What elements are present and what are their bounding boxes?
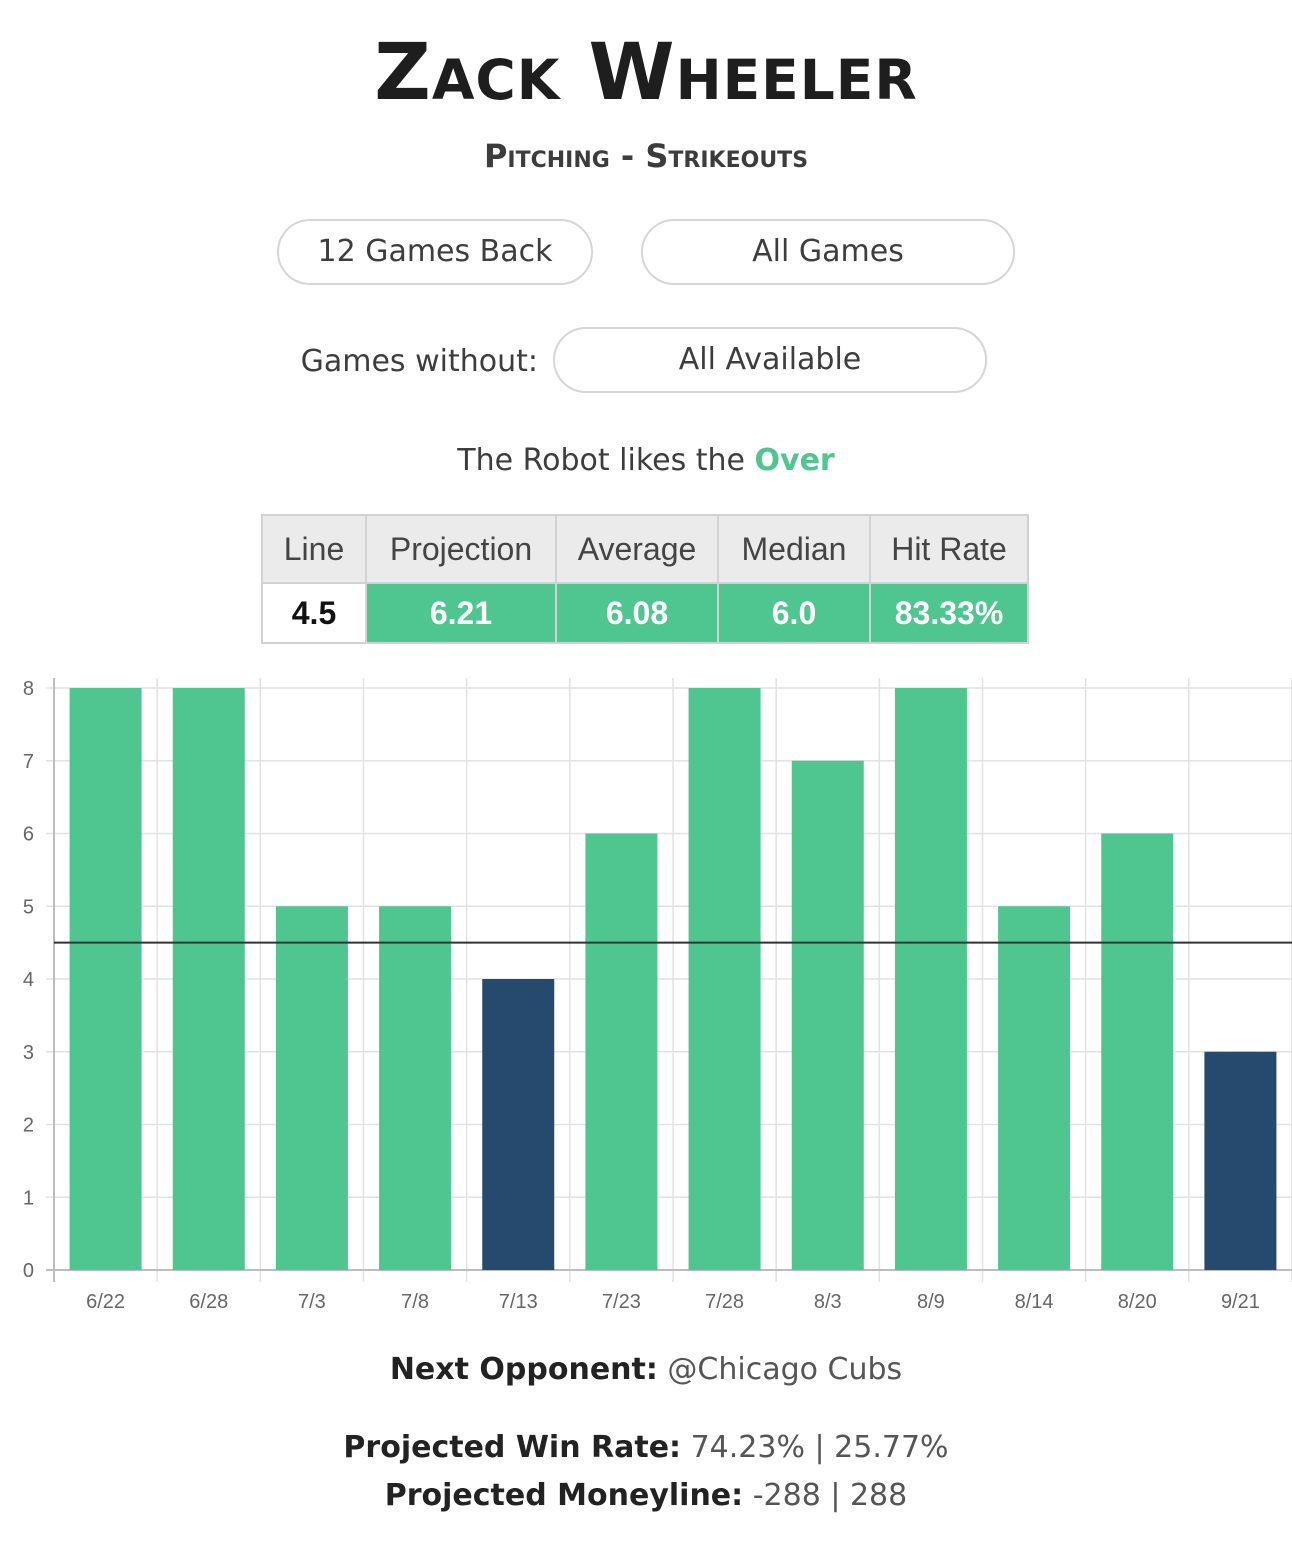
y-tick-label: 0 [23, 1260, 34, 1282]
stats-header-row: Line Projection Average Median Hit Rate [261, 514, 1029, 584]
bar-8-14[interactable] [998, 906, 1071, 1270]
x-tick-label: 7/3 [298, 1291, 326, 1313]
projected-moneyline: Projected Moneyline: -288 | 288 [0, 1476, 1292, 1516]
next-opponent-label: Next Opponent: [389, 1352, 658, 1387]
x-tick-label: 7/28 [705, 1291, 744, 1313]
bar-7-8[interactable] [379, 906, 452, 1270]
x-tick-label: 7/13 [499, 1291, 538, 1313]
x-tick-label: 7/23 [602, 1291, 641, 1313]
recommendation-pick: Over [754, 443, 835, 478]
x-tick-label: 8/9 [917, 1291, 945, 1313]
win-rate-label: Projected Win Rate: [343, 1430, 682, 1465]
y-tick-label: 3 [23, 1042, 34, 1064]
y-tick-label: 8 [23, 678, 34, 700]
next-opponent-value: @Chicago Cubs [667, 1352, 903, 1387]
y-tick-label: 5 [23, 896, 34, 918]
bar-9-21[interactable] [1204, 1051, 1277, 1270]
bar-7-23[interactable] [585, 833, 658, 1271]
next-opponent: Next Opponent: @Chicago Cubs [0, 1350, 1292, 1390]
x-tick-label: 9/21 [1221, 1291, 1260, 1313]
header-projection: Projection [365, 514, 557, 584]
bar-7-28[interactable] [688, 688, 761, 1270]
y-tick-label: 7 [23, 751, 34, 773]
bar-8-20[interactable] [1101, 833, 1174, 1271]
bar-8-3[interactable] [791, 760, 864, 1270]
bar-7-13[interactable] [482, 979, 555, 1270]
bar-7-3[interactable] [275, 906, 348, 1270]
stat-category: Pitching - Strikeouts [483, 137, 809, 175]
recommendation-prefix: The Robot likes the [457, 443, 745, 478]
range-filter-button[interactable]: 12 Games Back [277, 219, 593, 285]
value-line: 4.5 [261, 582, 367, 644]
x-tick-label: 6/22 [86, 1291, 125, 1313]
value-average: 6.08 [555, 582, 719, 644]
moneyline-label: Projected Moneyline: [384, 1478, 744, 1513]
bar-6-28[interactable] [172, 688, 245, 1270]
win-rate-value: 74.23% | 25.77% [690, 1430, 949, 1465]
stats-value-row: 4.5 6.21 6.08 6.0 83.33% [261, 582, 1029, 644]
y-tick-label: 2 [23, 1115, 34, 1137]
games-without-label: Games without: [300, 344, 538, 379]
strikeouts-bar-chart: 0 1 2 3 4 5 6 7 8 6/22 6/28 7/3 7/8 7/13 7/23 7/28 8/3 8/… [23, 678, 1292, 1313]
header-hit-rate: Hit Rate [869, 514, 1029, 584]
stats-table: Line Projection Average Median Hit Rate … [261, 514, 1029, 644]
value-hit-rate: 83.33% [869, 582, 1029, 644]
y-tick-label: 6 [23, 824, 34, 846]
bar-6-22[interactable] [69, 688, 142, 1270]
robot-recommendation: The Robot likes the Over [0, 441, 1292, 481]
player-name: Zack Wheeler [374, 28, 918, 118]
header-median: Median [717, 514, 871, 584]
games-filter-button[interactable]: All Games [641, 219, 1015, 285]
y-tick-label: 1 [23, 1187, 34, 1209]
x-tick-label: 6/28 [189, 1291, 228, 1313]
x-tick-label: 7/8 [401, 1291, 429, 1313]
projected-win-rate: Projected Win Rate: 74.23% | 25.77% [0, 1428, 1292, 1468]
moneyline-value: -288 | 288 [752, 1478, 908, 1513]
y-tick-label: 4 [23, 969, 34, 991]
header-line: Line [261, 514, 367, 584]
x-tick-label: 8/14 [1015, 1291, 1054, 1313]
value-median: 6.0 [717, 582, 871, 644]
bar-8-9[interactable] [894, 688, 967, 1270]
value-projection: 6.21 [365, 582, 557, 644]
x-tick-label: 8/20 [1118, 1291, 1157, 1313]
header-average: Average [555, 514, 719, 584]
games-without-select[interactable]: All Available [553, 327, 987, 393]
x-tick-label: 8/3 [814, 1291, 842, 1313]
